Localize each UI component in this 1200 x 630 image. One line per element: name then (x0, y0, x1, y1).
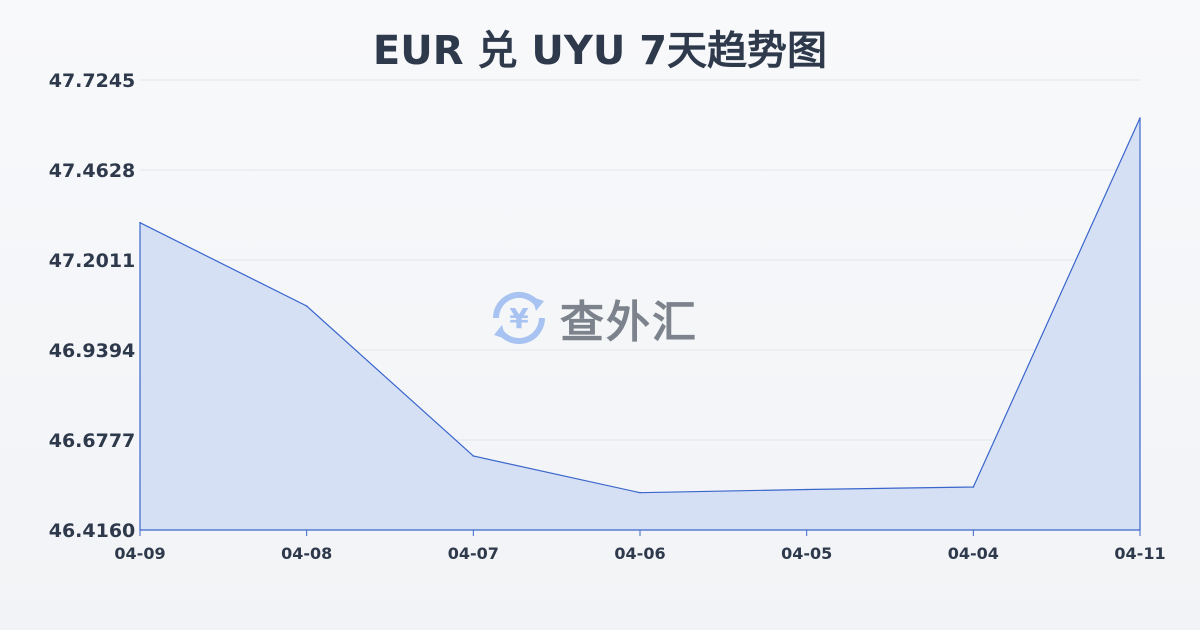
x-tick-label: 04-08 (281, 544, 332, 563)
data-point (805, 488, 808, 491)
data-point (1139, 117, 1141, 119)
watermark: ¥ 查外汇 (488, 286, 698, 350)
data-point (972, 486, 975, 488)
svg-text:¥: ¥ (509, 302, 529, 335)
x-tick-label: 04-04 (948, 544, 999, 563)
y-tick-label: 47.4628 (49, 160, 136, 182)
area-fill (140, 118, 1140, 530)
data-point (139, 221, 141, 224)
y-tick-label: 47.2011 (49, 250, 136, 272)
data-point (472, 455, 475, 457)
y-tick-label: 46.6777 (49, 430, 136, 452)
yen-exchange-icon: ¥ (492, 291, 546, 345)
x-tick-label: 04-09 (114, 544, 165, 563)
x-tick-label: 04-05 (781, 544, 832, 563)
chart-title: EUR 兑 UYU 7天趋势图 (372, 28, 828, 74)
y-tick-label: 46.4160 (49, 520, 136, 542)
y-tick-label: 47.7245 (49, 70, 136, 92)
y-tick-label: 46.9394 (49, 340, 136, 362)
x-tick-label: 04-06 (614, 544, 665, 563)
data-point (639, 491, 641, 494)
watermark-text: 查外汇 (560, 297, 698, 348)
x-tick-label: 04-07 (448, 544, 499, 563)
data-point (305, 305, 308, 307)
x-tick-label: 04-11 (1114, 544, 1165, 563)
